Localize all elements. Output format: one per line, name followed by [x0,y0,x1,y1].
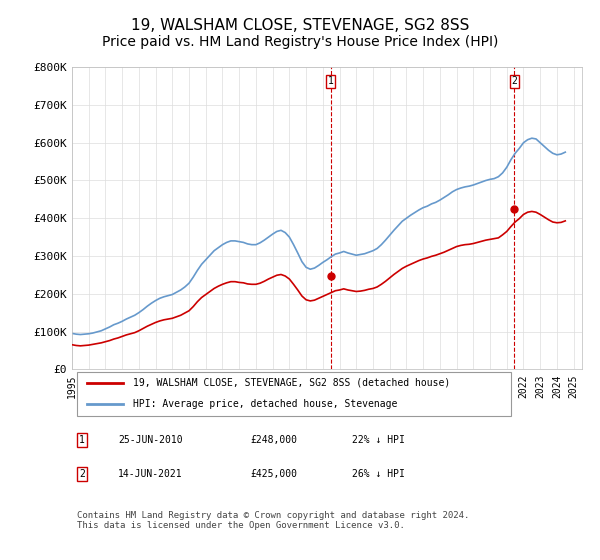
Text: 22% ↓ HPI: 22% ↓ HPI [353,435,406,445]
Text: Contains HM Land Registry data © Crown copyright and database right 2024.
This d: Contains HM Land Registry data © Crown c… [77,511,469,530]
Text: 19, WALSHAM CLOSE, STEVENAGE, SG2 8SS (detached house): 19, WALSHAM CLOSE, STEVENAGE, SG2 8SS (d… [133,378,451,388]
Text: 2: 2 [511,76,517,86]
Text: 1: 1 [328,76,334,86]
Text: HPI: Average price, detached house, Stevenage: HPI: Average price, detached house, Stev… [133,399,398,409]
Text: Price paid vs. HM Land Registry's House Price Index (HPI): Price paid vs. HM Land Registry's House … [102,35,498,49]
Text: £425,000: £425,000 [251,469,298,479]
Text: 26% ↓ HPI: 26% ↓ HPI [353,469,406,479]
Text: 2: 2 [79,469,85,479]
Text: 1: 1 [79,435,85,445]
Text: £248,000: £248,000 [251,435,298,445]
Text: 14-JUN-2021: 14-JUN-2021 [118,469,182,479]
Text: 19, WALSHAM CLOSE, STEVENAGE, SG2 8SS: 19, WALSHAM CLOSE, STEVENAGE, SG2 8SS [131,18,469,32]
FancyBboxPatch shape [77,372,511,416]
Text: 25-JUN-2010: 25-JUN-2010 [118,435,182,445]
